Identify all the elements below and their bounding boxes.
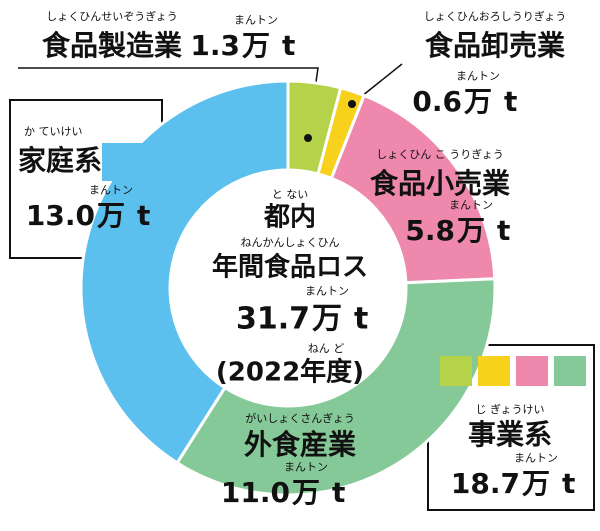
unit: t	[497, 214, 510, 247]
center-title: 都内	[263, 203, 316, 233]
legend-swatch	[516, 356, 548, 386]
value-label: 11.0	[221, 476, 290, 509]
category-label: 外食産業	[244, 428, 356, 461]
category-label: 食品小売業	[370, 167, 510, 200]
center-ruby: ねんかんしょくひん	[241, 236, 340, 249]
value-label: 13.0	[26, 199, 95, 232]
legend-swatch	[102, 143, 146, 181]
unit-ruby: まんトン	[284, 460, 328, 473]
unit: t	[562, 467, 575, 500]
unit: 万	[457, 214, 485, 247]
category-label: 食品製造業	[42, 29, 182, 62]
category-ruby: がいしょくさんぎょう	[245, 411, 354, 425]
unit: 万	[97, 199, 125, 232]
unit: 万	[464, 85, 492, 118]
center-year: (2022年度)	[216, 357, 364, 388]
center-ruby: ねん ど	[308, 342, 345, 355]
unit: t	[282, 29, 295, 62]
category-ruby: か ていけい	[24, 125, 83, 138]
unit-ruby: まんトン	[456, 69, 500, 82]
category-label: 食品卸売業	[425, 29, 565, 62]
value-label: 31.7	[236, 302, 310, 337]
category-ruby: しょくひん こ うりぎょう	[376, 147, 503, 161]
center-title: 年間食品ロス	[212, 252, 368, 283]
unit-ruby: まんトン	[514, 451, 558, 464]
leader-dot	[304, 134, 312, 142]
slice	[175, 277, 497, 497]
value-label: 5.8	[405, 214, 455, 247]
unit: t	[504, 85, 517, 118]
value-label: 18.7	[451, 467, 520, 500]
unit: 万	[522, 467, 550, 500]
unit-ruby: まんトン	[305, 285, 349, 298]
legend-swatch	[554, 356, 586, 386]
unit-ruby: まんトン	[89, 183, 133, 196]
unit: 万	[242, 29, 270, 62]
unit: 万	[312, 302, 342, 337]
legend-swatch	[440, 356, 472, 386]
unit: t	[332, 476, 345, 509]
unit: 万	[292, 476, 320, 509]
group-label: 事業系	[468, 418, 552, 451]
group-ruby: じ ぎょうけい	[476, 402, 545, 416]
center-ruby: と ない	[272, 188, 309, 201]
category-label: 家庭系	[18, 144, 102, 177]
unit-ruby: まんトン	[234, 13, 278, 26]
value-label: 0.6	[412, 85, 462, 118]
category-ruby: しょくひんおろしうりぎょう	[424, 9, 566, 23]
unit: t	[354, 302, 368, 337]
legend-swatch	[478, 356, 510, 386]
unit: t	[137, 199, 150, 232]
leader-dot	[348, 100, 356, 108]
slice	[329, 93, 497, 285]
value-label: 1.3	[190, 29, 240, 62]
unit-ruby: まんトン	[449, 198, 493, 211]
category-ruby: しょくひんせいぞうぎょう	[46, 9, 177, 23]
